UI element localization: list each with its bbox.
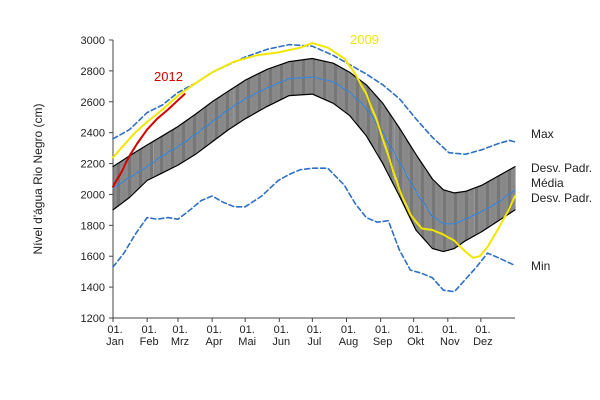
x-tick-label-month: Mrz bbox=[171, 336, 189, 348]
series-line-max bbox=[112, 43, 516, 156]
legend-label: Desv. Padr. bbox=[531, 161, 592, 175]
series-line-min bbox=[112, 167, 516, 293]
y-tick-label: 2400 bbox=[81, 128, 105, 140]
y-tick-label: 2200 bbox=[81, 159, 105, 171]
x-tick-label-day: 01. bbox=[475, 324, 490, 336]
series-lines bbox=[112, 42, 516, 293]
x-tick-label-month: Jul bbox=[307, 336, 321, 348]
legend-label: Max bbox=[531, 127, 554, 141]
x-tick-label-day: 01. bbox=[206, 324, 221, 336]
x-tick-label-month: Dez bbox=[473, 336, 493, 348]
y-tick-label: 1800 bbox=[81, 220, 105, 232]
annotation-2009: 2009 bbox=[350, 32, 379, 47]
series-line-2012 bbox=[112, 93, 186, 188]
x-tick-label-day: 01. bbox=[240, 324, 255, 336]
y-tick-label: 1600 bbox=[81, 251, 105, 263]
x-tick-label-month: Nov bbox=[440, 336, 460, 348]
x-tick-label-month: Jun bbox=[272, 336, 290, 348]
x-tick-label-day: 01. bbox=[141, 324, 156, 336]
x-tick-label-month: Feb bbox=[140, 336, 159, 348]
legend-label: Média bbox=[531, 176, 564, 190]
y-tick-label: 3000 bbox=[81, 35, 105, 47]
y-tick-label: 1400 bbox=[81, 282, 105, 294]
y-axis-title: Nível d'água Rio Negro (cm) bbox=[31, 103, 45, 254]
x-tick-label-day: 01. bbox=[107, 324, 122, 336]
legend-label: Min bbox=[531, 259, 550, 273]
std-dev-band bbox=[112, 58, 516, 252]
y-tick-label: 1200 bbox=[81, 313, 105, 325]
x-tick-label-day: 01. bbox=[172, 324, 187, 336]
x-tick-label-day: 01. bbox=[274, 324, 289, 336]
axes: 1200 1400 1600 1800 2000 2200 2400 2600 2800 3000… bbox=[31, 35, 515, 348]
series-line-desv-padr bbox=[112, 57, 516, 194]
x-tick-label-month: Mai bbox=[238, 336, 256, 348]
x-tick-label-day: 01. bbox=[408, 324, 423, 336]
y-tick-label: 2600 bbox=[81, 97, 105, 109]
series-line-m-dia bbox=[112, 76, 516, 225]
x-tick-label-month: Apr bbox=[206, 336, 223, 348]
annotation-2012: 2012 bbox=[154, 69, 183, 84]
x-tick-label-month: Sep bbox=[373, 336, 393, 348]
x-tick-label-day: 01. bbox=[442, 324, 457, 336]
x-tick-label-month: Jan bbox=[106, 336, 124, 348]
x-tick-label-month: Aug bbox=[339, 336, 359, 348]
x-tick-label-day: 01. bbox=[341, 324, 356, 336]
x-tick-label-month: Okt bbox=[407, 336, 424, 348]
legend-label: Desv. Padr. bbox=[531, 191, 592, 205]
x-tick-label-day: 01. bbox=[375, 324, 390, 336]
series-line-2009 bbox=[112, 42, 516, 259]
y-tick-label: 2800 bbox=[81, 66, 105, 78]
x-tick-label-day: 01. bbox=[307, 324, 322, 336]
series-line-desv-padr bbox=[112, 93, 516, 253]
y-tick-label: 2000 bbox=[81, 189, 105, 201]
